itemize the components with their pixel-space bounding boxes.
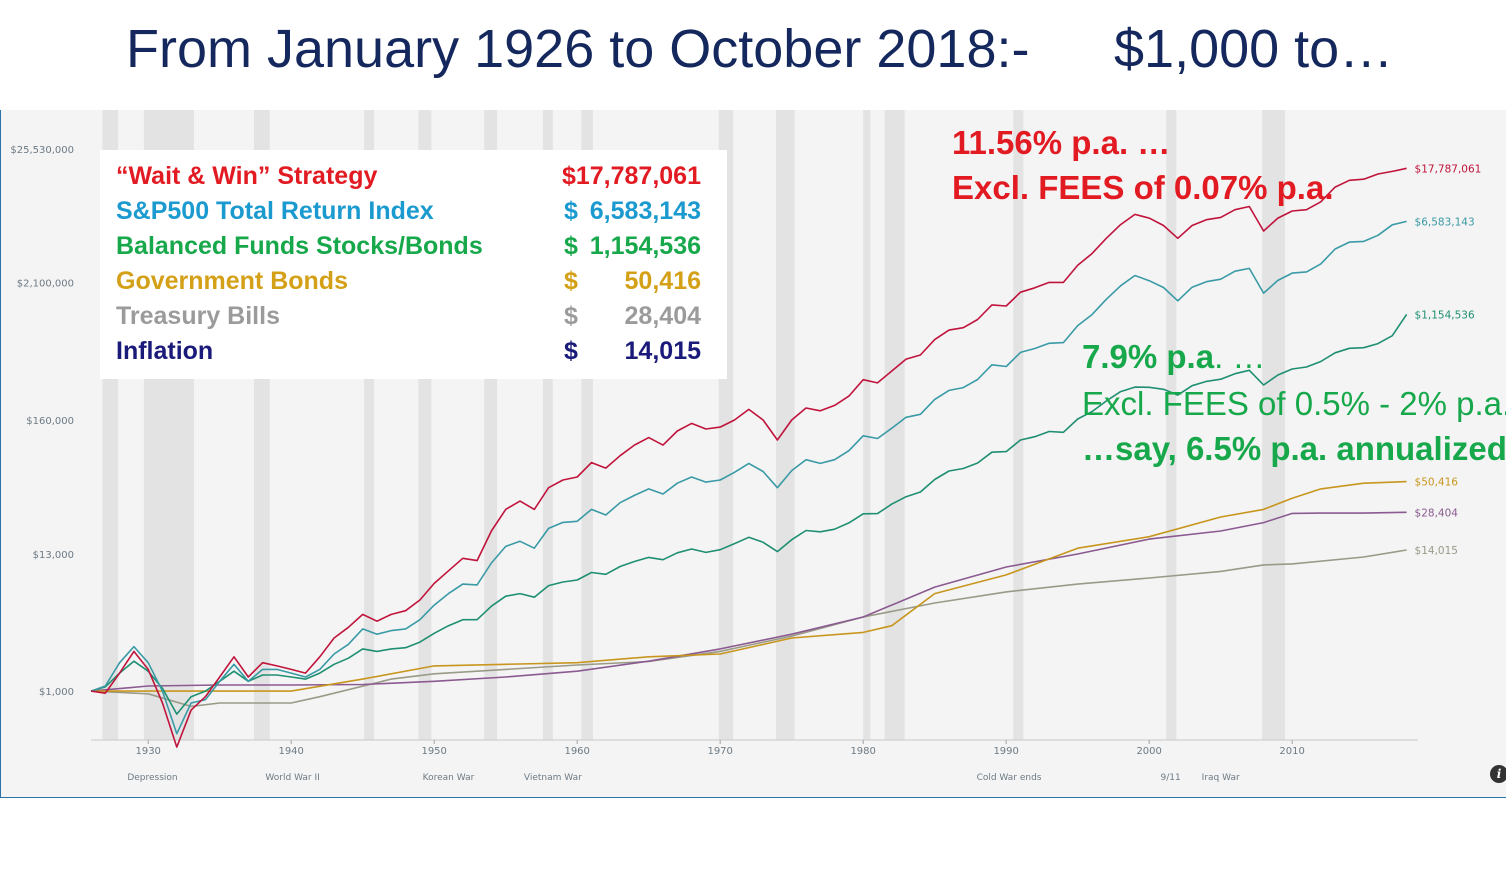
legend-item-name: Treasury Bills bbox=[116, 302, 280, 330]
x-tick-label: 1940 bbox=[278, 746, 303, 757]
legend-item-value: 28,404 bbox=[624, 302, 701, 330]
y-tick-label: $2,100,000 bbox=[17, 278, 74, 289]
x-tick-label: 2000 bbox=[1136, 746, 1161, 757]
series-end-label: $17,787,061 bbox=[1415, 163, 1482, 175]
recession-band bbox=[775, 110, 795, 740]
legend-item-currency: $ bbox=[564, 197, 578, 225]
x-tick-label: 1950 bbox=[421, 746, 446, 757]
legend-item: “Wait & Win” Strategy $17,787,061 bbox=[116, 162, 701, 196]
legend-item-currency: $ bbox=[564, 302, 578, 330]
series-end-label: $14,015 bbox=[1415, 545, 1458, 557]
event-label: Depression bbox=[127, 773, 177, 783]
x-tick-label: 2010 bbox=[1279, 746, 1304, 757]
green-note-line2: Excl. FEES of 0.5% - 2% p.a. bbox=[1082, 385, 1506, 422]
recession-band bbox=[1262, 110, 1286, 740]
recession-band bbox=[1166, 110, 1177, 740]
red-note-line1: 11.56% p.a. … bbox=[952, 124, 1171, 161]
legend-item-value: 6,583,143 bbox=[589, 197, 701, 225]
y-tick-label: $1,000 bbox=[39, 687, 74, 698]
legend-item: Government Bonds $50,416 bbox=[116, 267, 701, 301]
title-left: From January 1926 to October 2018:- bbox=[126, 19, 1030, 79]
red-note-line2: Excl. FEES of 0.07% p.a. bbox=[952, 169, 1334, 206]
legend-item: S&P500 Total Return Index $6,583,143 bbox=[116, 197, 701, 231]
event-label: 9/11 bbox=[1161, 773, 1181, 783]
y-tick-label: $25,530,000 bbox=[10, 145, 74, 156]
legend-item-name: S&P500 Total Return Index bbox=[116, 197, 434, 225]
series-line bbox=[90, 313, 1408, 715]
legend-item-name: Inflation bbox=[116, 337, 214, 365]
x-tick-label: 1930 bbox=[135, 746, 160, 757]
recession-band bbox=[863, 110, 871, 740]
y-tick-label: $13,000 bbox=[33, 550, 74, 561]
legend-item: Balanced Funds Stocks/Bonds $1,154,536 bbox=[116, 232, 701, 266]
green-note-ellipsis: . … bbox=[1214, 338, 1266, 375]
legend-box: “Wait & Win” Strategy $17,787,061 S&P500 T… bbox=[100, 150, 727, 379]
legend-item-value: 50,416 bbox=[624, 267, 701, 295]
legend-item-name: Balanced Funds Stocks/Bonds bbox=[116, 232, 483, 260]
legend-item-value: 1,154,536 bbox=[589, 232, 701, 260]
series-line bbox=[90, 511, 1407, 692]
x-tick-label: 1970 bbox=[707, 746, 732, 757]
legend-item-currency: $ bbox=[564, 337, 578, 365]
event-label: Iraq War bbox=[1202, 773, 1240, 783]
series-end-label: $6,583,143 bbox=[1415, 216, 1475, 228]
legend-item-currency: $ bbox=[564, 267, 578, 295]
x-tick-label: 1990 bbox=[993, 746, 1018, 757]
event-label: World War II bbox=[265, 773, 319, 783]
info-icon[interactable]: i bbox=[1490, 765, 1506, 783]
series-end-label: $28,404 bbox=[1415, 507, 1459, 519]
series-end-label: $50,416 bbox=[1415, 477, 1459, 489]
series-line bbox=[91, 480, 1407, 692]
event-label: Cold War ends bbox=[977, 773, 1042, 783]
event-label: Korean War bbox=[423, 773, 475, 783]
legend-item-name: “Wait & Win” Strategy bbox=[116, 162, 378, 190]
title-right: $1,000 to… bbox=[1114, 19, 1394, 79]
y-tick-label: $160,000 bbox=[26, 416, 74, 427]
legend-item-currency: $ bbox=[564, 232, 578, 260]
green-note-line1: 7.9% p.a. … bbox=[1082, 338, 1265, 376]
series-line bbox=[90, 220, 1407, 735]
recession-band bbox=[542, 110, 553, 740]
x-tick-label: 1980 bbox=[850, 746, 875, 757]
green-note-line3: …say, 6.5% p.a. annualized bbox=[1082, 430, 1506, 467]
legend-item: Inflation $14,015 bbox=[116, 337, 701, 371]
slide-title: From January 1926 to October 2018:- $1,0… bbox=[0, 18, 1506, 88]
legend-item-value: $17,787,061 bbox=[561, 162, 701, 190]
green-note-rate: 7.9% p.a bbox=[1082, 338, 1215, 375]
legend-item: Treasury Bills $28,404 bbox=[116, 302, 701, 336]
series-line bbox=[90, 549, 1407, 708]
x-tick-label: 1960 bbox=[564, 746, 589, 757]
recession-band bbox=[1013, 110, 1024, 740]
recession-band bbox=[884, 110, 905, 740]
legend-item-name: Government Bonds bbox=[116, 267, 348, 295]
event-label: Vietnam War bbox=[524, 773, 582, 783]
series-end-label: $1,154,536 bbox=[1415, 309, 1475, 321]
legend-item-value: 14,015 bbox=[624, 337, 701, 365]
recession-band bbox=[581, 110, 593, 740]
series-line bbox=[90, 167, 1407, 748]
recession-band bbox=[364, 110, 375, 740]
